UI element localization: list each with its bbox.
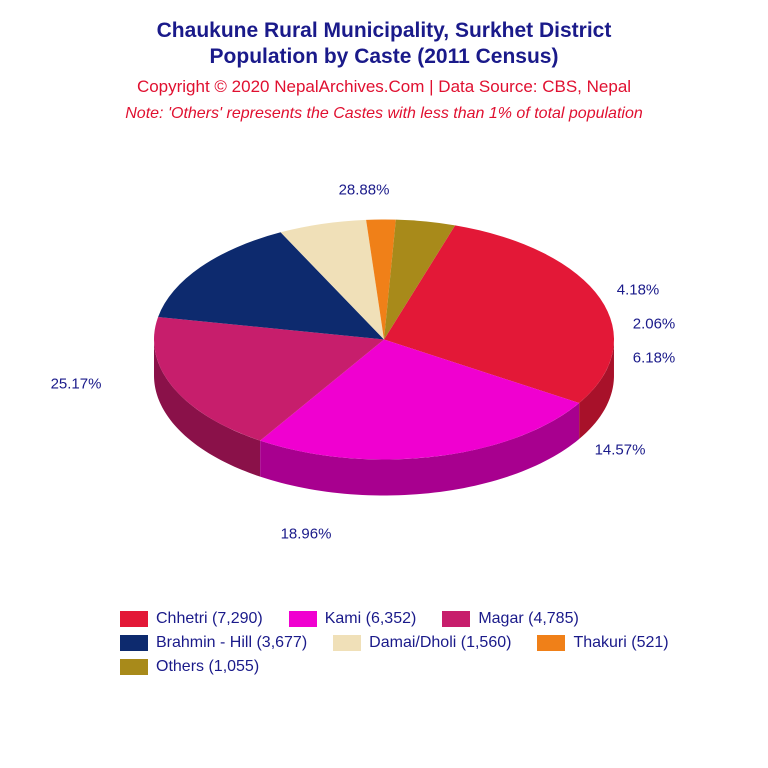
legend-label: Magar (4,785) (478, 610, 579, 628)
legend-item: Kami (6,352) (289, 610, 417, 628)
pie-percent-label: 28.88% (339, 182, 390, 199)
pie-chart: 28.88% 25.17% 18.96% 14.57% 6.18% 2.06% 4.18% (0, 150, 768, 570)
legend-label: Brahmin - Hill (3,677) (156, 634, 307, 652)
title-block: Chaukune Rural Municipality, Surkhet Dis… (0, 0, 768, 123)
legend-item: Brahmin - Hill (3,677) (120, 634, 307, 652)
pie-percent-label: 18.96% (281, 526, 332, 543)
legend-swatch (120, 635, 148, 651)
copyright-text: Copyright © 2020 NepalArchives.Com | Dat… (0, 77, 768, 97)
legend-swatch (537, 635, 565, 651)
legend-label: Thakuri (521) (573, 634, 668, 652)
legend: Chhetri (7,290) Kami (6,352) Magar (4,785)… (120, 610, 678, 676)
legend-label: Chhetri (7,290) (156, 610, 263, 628)
legend-item: Others (1,055) (120, 658, 259, 676)
pie-percent-label: 2.06% (633, 316, 676, 333)
legend-label: Damai/Dholi (1,560) (369, 634, 511, 652)
legend-swatch (442, 611, 470, 627)
pie-percent-label: 6.18% (633, 350, 676, 367)
legend-swatch (289, 611, 317, 627)
legend-item: Thakuri (521) (537, 634, 668, 652)
legend-swatch (120, 659, 148, 675)
legend-item: Magar (4,785) (442, 610, 579, 628)
pie-percent-label: 14.57% (595, 442, 646, 459)
legend-item: Chhetri (7,290) (120, 610, 263, 628)
legend-item: Damai/Dholi (1,560) (333, 634, 511, 652)
pie-percent-label: 25.17% (51, 376, 102, 393)
chart-title-line1: Chaukune Rural Municipality, Surkhet Dis… (0, 18, 768, 44)
pie-percent-label: 4.18% (617, 282, 660, 299)
pie-wrap (154, 220, 614, 501)
legend-label: Kami (6,352) (325, 610, 417, 628)
note-text: Note: 'Others' represents the Castes wit… (0, 105, 768, 123)
legend-swatch (333, 635, 361, 651)
legend-label: Others (1,055) (156, 658, 259, 676)
legend-swatch (120, 611, 148, 627)
chart-title-line2: Population by Caste (2011 Census) (0, 44, 768, 70)
